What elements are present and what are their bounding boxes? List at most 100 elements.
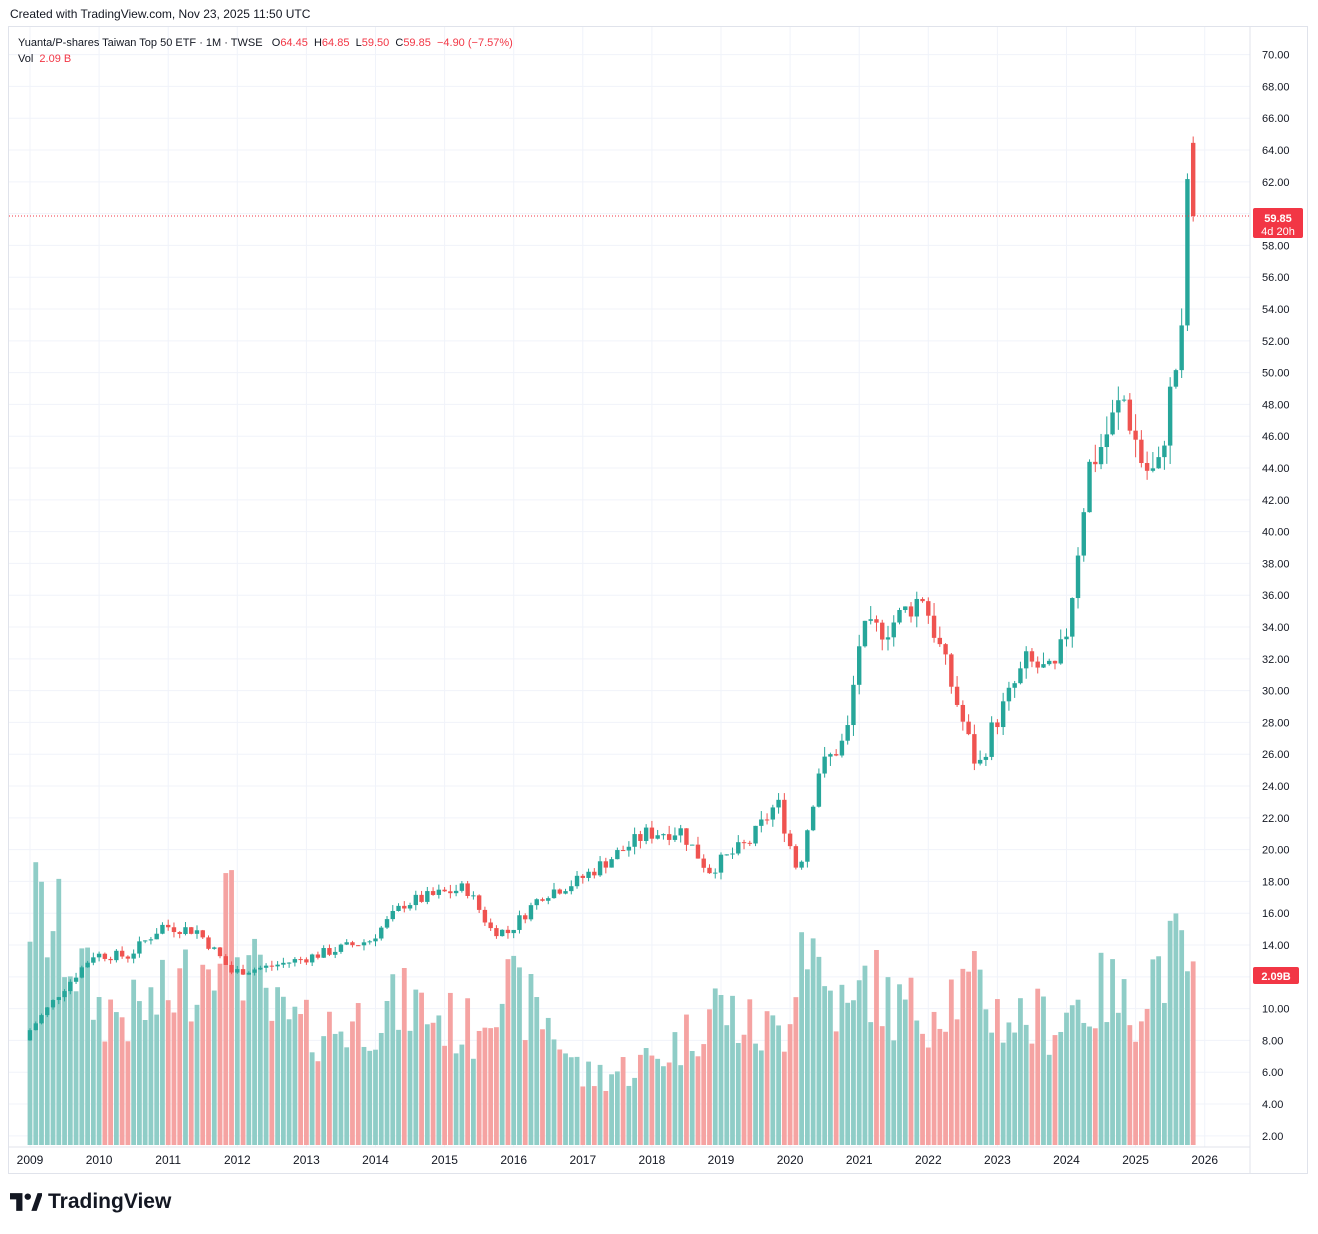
candle-body[interactable] [833, 754, 839, 756]
candle-body[interactable] [286, 962, 292, 964]
candle-body[interactable] [903, 606, 908, 610]
candle-body[interactable] [1150, 468, 1156, 471]
candle-body[interactable] [954, 686, 960, 705]
candle-body[interactable] [649, 827, 655, 839]
candle-body[interactable] [258, 967, 263, 970]
candle-body[interactable] [114, 950, 119, 961]
candle-body[interactable] [730, 853, 735, 855]
candle-body[interactable] [292, 959, 298, 963]
candle-body[interactable] [453, 890, 459, 894]
candle-body[interactable] [1110, 412, 1115, 435]
candle-body[interactable] [200, 930, 205, 938]
candle-body[interactable] [574, 875, 580, 887]
candle-body[interactable] [166, 924, 171, 928]
candle-body[interactable] [505, 929, 511, 934]
candle-body[interactable] [1018, 668, 1023, 684]
candle-body[interactable] [246, 972, 252, 975]
candle-body[interactable] [73, 977, 79, 982]
candle-body[interactable] [1035, 661, 1040, 668]
candle-body[interactable] [119, 950, 125, 957]
candle-body[interactable] [50, 1000, 56, 1008]
candle-body[interactable] [1029, 651, 1035, 662]
candle-body[interactable] [880, 622, 885, 640]
candle-body[interactable] [206, 937, 211, 949]
candle-body[interactable] [1012, 683, 1017, 688]
candle-body[interactable] [638, 834, 643, 841]
candle-body[interactable] [229, 964, 234, 973]
candle-body[interactable] [528, 905, 534, 920]
candle-body[interactable] [223, 956, 228, 965]
candle-body[interactable] [85, 962, 90, 968]
candle-body[interactable] [1081, 512, 1086, 556]
candle-body[interactable] [407, 905, 413, 909]
candle-body[interactable] [891, 622, 896, 638]
candle-body[interactable] [851, 684, 856, 726]
candle-body[interactable] [396, 905, 401, 911]
candle-body[interactable] [995, 722, 1000, 728]
candle-body[interactable] [1093, 461, 1098, 465]
candle-body[interactable] [96, 953, 102, 958]
candle-body[interactable] [160, 924, 165, 934]
candle-body[interactable] [684, 828, 689, 845]
candle-body[interactable] [68, 981, 73, 992]
candle-body[interactable] [321, 948, 326, 958]
candle-body[interactable] [603, 861, 609, 868]
candle-body[interactable] [148, 939, 154, 941]
candle-body[interactable] [908, 606, 914, 617]
candle-body[interactable] [926, 601, 931, 616]
candle-body[interactable] [1116, 400, 1121, 413]
candle-body[interactable] [263, 965, 269, 968]
candle-body[interactable] [736, 842, 741, 854]
candle-body[interactable] [885, 637, 891, 640]
candle-body[interactable] [874, 619, 879, 623]
candle-body[interactable] [1075, 555, 1081, 599]
candle-body[interactable] [350, 942, 355, 946]
candle-body[interactable] [983, 756, 989, 760]
candle-body[interactable] [1185, 179, 1190, 326]
candle-body[interactable] [1104, 434, 1110, 448]
candle-body[interactable] [494, 928, 499, 937]
candle-body[interactable] [154, 933, 159, 940]
candle-body[interactable] [989, 722, 994, 757]
candle-body[interactable] [108, 958, 113, 961]
candle-body[interactable] [1070, 598, 1075, 637]
candle-body[interactable] [361, 942, 367, 946]
candle-body[interactable] [597, 861, 603, 876]
candle-body[interactable] [690, 844, 695, 846]
candle-body[interactable] [1162, 445, 1167, 458]
candle-body[interactable] [315, 954, 321, 958]
candle-body[interactable] [442, 889, 447, 892]
candle-body[interactable] [914, 598, 919, 617]
candle-body[interactable] [304, 959, 309, 963]
candle-body[interactable] [125, 956, 131, 959]
candle-body[interactable] [937, 637, 943, 645]
candle-body[interactable] [332, 951, 338, 955]
candle-body[interactable] [868, 619, 873, 621]
candle-body[interactable] [373, 938, 378, 942]
candle-body[interactable] [235, 969, 240, 973]
candle-body[interactable] [643, 827, 649, 841]
candle-body[interactable] [338, 944, 344, 952]
candle-body[interactable] [448, 891, 453, 894]
candle-body[interactable] [1098, 447, 1104, 465]
candle-body[interactable] [822, 756, 827, 774]
candle-body[interactable] [546, 898, 551, 901]
candle-body[interactable] [609, 859, 614, 868]
candle-body[interactable] [402, 905, 407, 909]
candle-body[interactable] [62, 991, 67, 998]
candle-body[interactable] [977, 759, 983, 764]
candle-body[interactable] [793, 846, 799, 868]
candle-body[interactable] [309, 954, 315, 963]
candle-body[interactable] [949, 654, 954, 687]
candle-body[interactable] [707, 867, 712, 874]
candle-body[interactable] [102, 953, 108, 959]
candle-body[interactable] [212, 947, 217, 949]
candle-body[interactable] [972, 734, 977, 764]
candle-body[interactable] [344, 942, 349, 945]
candle-body[interactable] [540, 899, 545, 901]
candle-body[interactable] [747, 842, 752, 844]
candle-body[interactable] [816, 773, 822, 807]
candle-body[interactable] [713, 872, 718, 874]
candle-body[interactable] [471, 895, 476, 897]
candle-body[interactable] [1144, 463, 1150, 471]
